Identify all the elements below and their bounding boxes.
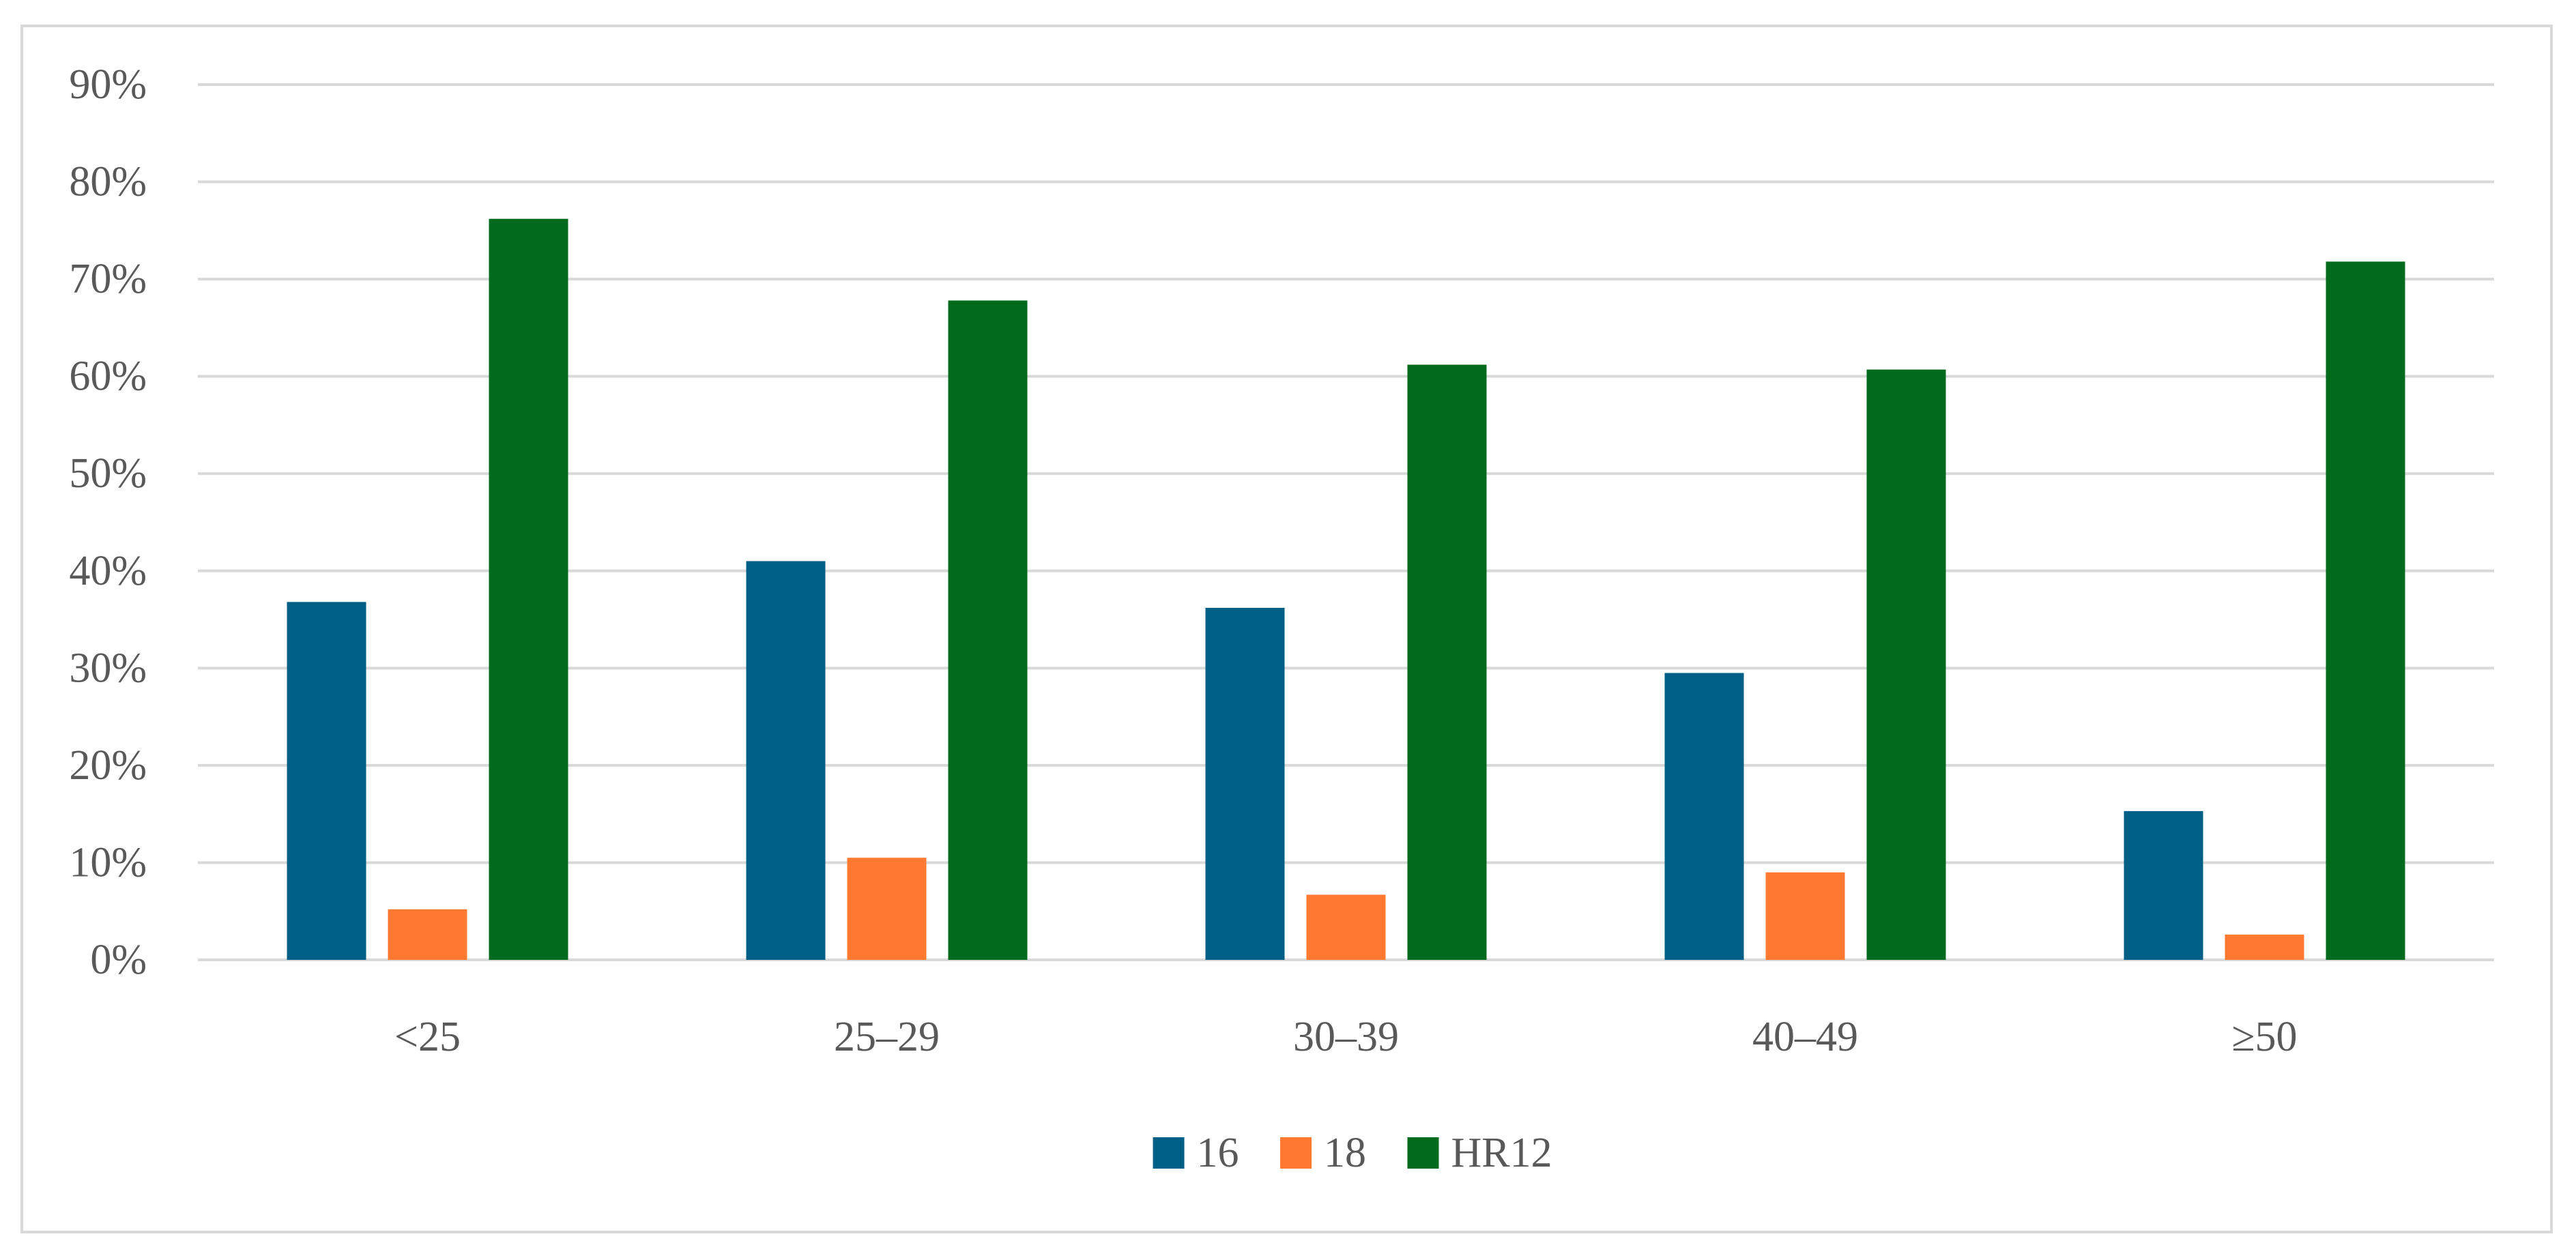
- bars: [287, 218, 2405, 960]
- legend-label-18: 18: [1324, 1130, 1366, 1176]
- bar-18-1: [847, 858, 927, 960]
- bar-hr12-0: [489, 218, 568, 960]
- x-axis: <25 25–29 30–39 40–49 ≥50: [394, 1014, 2298, 1060]
- y-tick-label: 70%: [69, 256, 147, 302]
- bar-18-4: [2225, 934, 2304, 960]
- bar-16-4: [2124, 810, 2203, 960]
- y-tick-label: 60%: [69, 353, 147, 400]
- legend-label-16: 16: [1197, 1130, 1239, 1176]
- bar-18-2: [1306, 894, 1386, 960]
- x-tick-label: <25: [394, 1014, 461, 1060]
- x-tick-label: 40–49: [1752, 1014, 1858, 1060]
- y-tick-label: 0%: [90, 937, 147, 983]
- bar-hr12-4: [2326, 261, 2405, 960]
- bar-hr12-3: [1866, 369, 1946, 960]
- y-tick-label: 90%: [69, 61, 147, 108]
- x-tick-label: ≥50: [2231, 1014, 2297, 1060]
- gridlines: [198, 83, 2494, 961]
- bar-18-3: [1765, 872, 1845, 960]
- bar-18-0: [388, 909, 467, 960]
- y-tick-label: 10%: [69, 839, 147, 886]
- legend: 16 18 HR12: [1153, 1130, 1552, 1176]
- bar-hr12-1: [948, 300, 1028, 960]
- legend-label-hr12: HR12: [1451, 1130, 1552, 1176]
- y-axis: 0% 10% 20% 30% 40% 50% 60% 70% 80% 90%: [69, 61, 147, 983]
- legend-swatch-hr12: [1407, 1137, 1439, 1169]
- bar-16-1: [746, 561, 826, 960]
- chart-frame: [20, 25, 2553, 1233]
- y-tick-label: 50%: [69, 450, 147, 497]
- bar-hr12-2: [1407, 364, 1487, 960]
- legend-swatch-16: [1153, 1137, 1185, 1169]
- y-tick-label: 80%: [69, 159, 147, 205]
- y-tick-label: 20%: [69, 742, 147, 789]
- y-tick-label: 30%: [69, 645, 147, 691]
- bar-16-2: [1205, 607, 1285, 960]
- bar-16-0: [287, 602, 366, 960]
- bar-16-3: [1664, 673, 1744, 960]
- x-tick-label: 30–39: [1293, 1014, 1399, 1060]
- x-tick-label: 25–29: [834, 1014, 940, 1060]
- y-tick-label: 40%: [69, 548, 147, 594]
- legend-swatch-18: [1280, 1137, 1312, 1169]
